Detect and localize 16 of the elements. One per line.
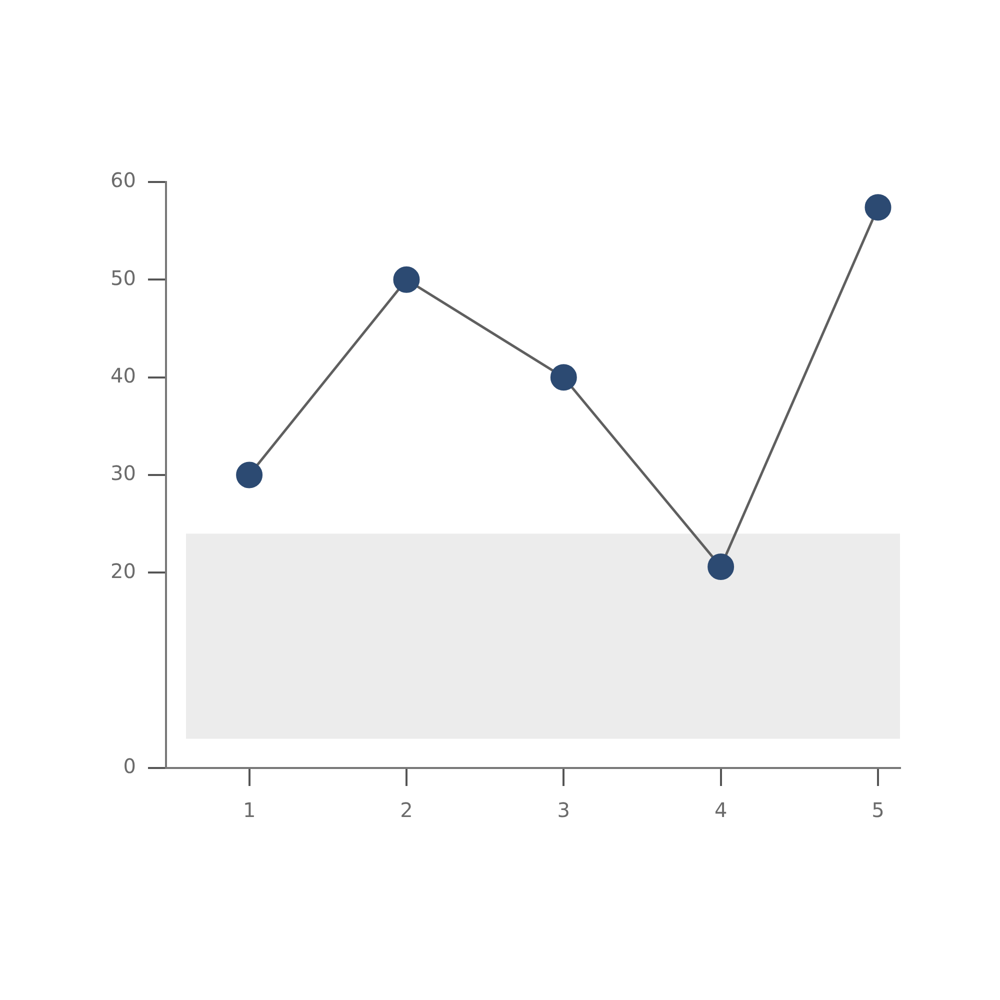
point — [550, 364, 577, 391]
y-tick-label: 0 — [123, 754, 136, 778]
x-tick-label: 3 — [557, 798, 570, 822]
point — [864, 194, 892, 221]
x-tick-label: 2 — [400, 798, 413, 822]
y-tick-label: 20 — [110, 558, 136, 583]
y-tick-label: 50 — [110, 266, 136, 290]
y-tick-label: 30 — [110, 461, 136, 486]
point — [708, 554, 734, 580]
y-tick-label: 40 — [110, 364, 136, 388]
y-tick-label: 60 — [110, 168, 136, 192]
x-tick-label: 1 — [242, 798, 256, 822]
point — [393, 266, 420, 293]
x-tick-label: 4 — [714, 798, 728, 822]
x-tick-label: 5 — [872, 798, 884, 822]
point — [236, 462, 263, 488]
